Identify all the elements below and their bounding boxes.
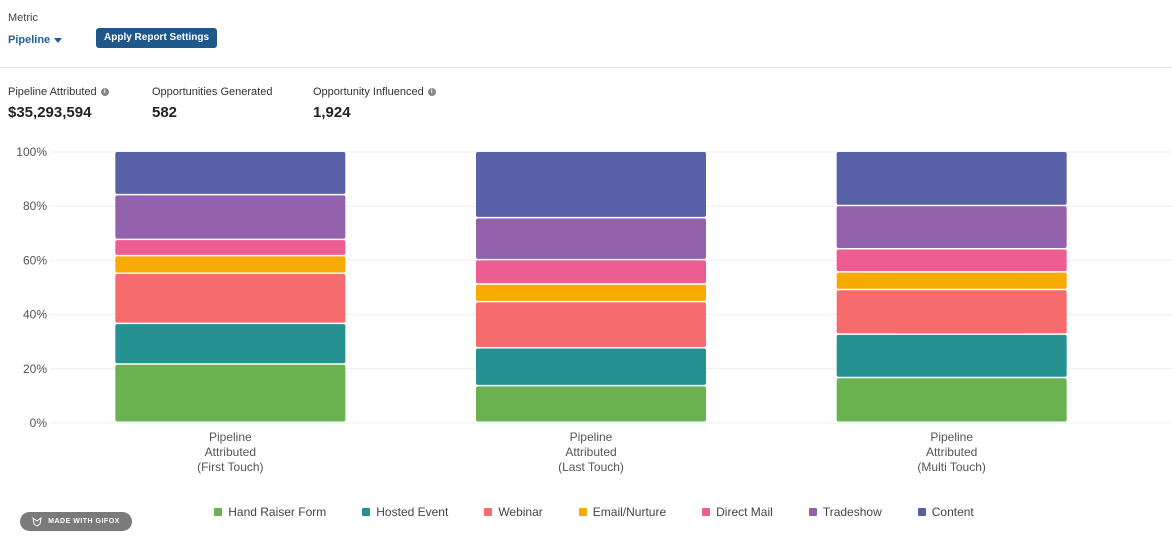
x-tick-label: Attributed <box>205 445 256 459</box>
bar-segment[interactable] <box>115 364 346 422</box>
x-tick-label: Pipeline <box>209 430 252 444</box>
bar-segment[interactable] <box>836 206 1067 249</box>
legend-label: Direct Mail <box>716 505 773 519</box>
fox-icon <box>32 516 42 527</box>
bar-segment[interactable] <box>836 272 1067 289</box>
apply-report-settings-button[interactable]: Apply Report Settings <box>96 28 218 48</box>
legend-item[interactable]: Hosted Event <box>346 505 448 519</box>
bar-segment[interactable] <box>836 152 1067 205</box>
bar-segment[interactable] <box>476 302 706 347</box>
y-tick-label: 20% <box>23 362 47 376</box>
kpi-label: Opportunity Influenced <box>313 86 424 98</box>
bar-segment[interactable] <box>476 284 706 301</box>
legend-item[interactable]: Tradeshow <box>793 505 882 519</box>
x-tick-label: (First Touch) <box>197 460 263 474</box>
chevron-down-icon <box>54 38 63 43</box>
kpi-value: 582 <box>152 104 178 121</box>
bar-segment[interactable] <box>836 290 1067 334</box>
legend-swatch <box>362 508 371 516</box>
bar-segment[interactable] <box>115 195 346 239</box>
metric-dropdown-value: Pipeline <box>8 34 51 46</box>
chart-legend: Hand Raiser Form Hosted Event Webinar Email… <box>0 505 1172 519</box>
kpi-value: 1,924 <box>313 104 351 121</box>
kpi-pipeline-attributed: Pipeline Attributed i $35,293,594 <box>8 86 109 121</box>
legend-label: Hosted Event <box>376 505 449 519</box>
bar-segment[interactable] <box>836 378 1067 422</box>
bar-segment[interactable] <box>476 218 706 259</box>
legend-label: Email/Nurture <box>592 505 667 519</box>
bar-segment[interactable] <box>115 273 346 323</box>
kpi-opportunity-influenced: Opportunity Influenced i 1,924 <box>313 86 436 121</box>
stacked-bar-chart: 0%20%40%60%80%100%PipelineAttributed(Fir… <box>16 145 1172 474</box>
bar-segment[interactable] <box>476 260 706 284</box>
x-tick-label: (Multi Touch) <box>917 460 985 474</box>
info-icon[interactable]: i <box>100 88 109 96</box>
x-tick-label: Attributed <box>926 445 977 459</box>
legend-swatch <box>808 508 817 516</box>
legend-item[interactable]: Email/Nurture <box>563 505 666 519</box>
watermark-text: MADE WITH GIFOX <box>48 518 120 525</box>
legend-item[interactable]: Webinar <box>468 505 543 519</box>
legend-swatch <box>214 508 223 516</box>
header-divider <box>0 67 1172 68</box>
legend-label: Hand Raiser Form <box>228 505 327 519</box>
bar-segment[interactable] <box>836 249 1067 272</box>
x-tick-label: (Last Touch) <box>558 460 624 474</box>
kpi-opportunities-generated: Opportunities Generated 582 <box>152 86 272 121</box>
legend-label: Content <box>931 505 974 519</box>
x-tick-label: Attributed <box>565 445 616 459</box>
legend-swatch <box>702 508 711 516</box>
legend-label: Tradeshow <box>822 505 882 519</box>
kpi-label: Pipeline Attributed <box>8 86 97 98</box>
legend-swatch <box>578 508 587 516</box>
legend-swatch <box>484 508 493 516</box>
x-tick-label: Pipeline <box>930 430 973 444</box>
metric-label: Metric <box>8 12 38 24</box>
y-tick-label: 80% <box>23 199 47 213</box>
info-icon[interactable]: i <box>427 88 436 96</box>
y-tick-label: 100% <box>16 145 47 159</box>
legend-item[interactable]: Direct Mail <box>686 505 773 519</box>
y-tick-label: 60% <box>23 253 47 267</box>
bar-segment[interactable] <box>476 348 706 385</box>
legend-item[interactable]: Content <box>902 505 974 519</box>
gifox-watermark: MADE WITH GIFOX <box>20 512 132 531</box>
y-tick-label: 40% <box>23 308 47 322</box>
bar-segment[interactable] <box>115 152 346 194</box>
bar-segment[interactable] <box>115 324 346 364</box>
bar-segment[interactable] <box>476 386 706 422</box>
kpi-value: $35,293,594 <box>8 104 92 121</box>
legend-item[interactable]: Hand Raiser Form <box>198 505 326 519</box>
bar-segment[interactable] <box>115 256 346 273</box>
legend-swatch <box>917 508 926 516</box>
bar-segment[interactable] <box>115 240 346 255</box>
y-tick-label: 0% <box>30 416 48 430</box>
legend-label: Webinar <box>498 505 543 519</box>
bar-segment[interactable] <box>836 334 1067 377</box>
metric-dropdown[interactable]: Pipeline <box>8 34 63 46</box>
kpi-label: Opportunities Generated <box>152 86 273 98</box>
bar-segment[interactable] <box>476 152 706 217</box>
x-tick-label: Pipeline <box>570 430 613 444</box>
